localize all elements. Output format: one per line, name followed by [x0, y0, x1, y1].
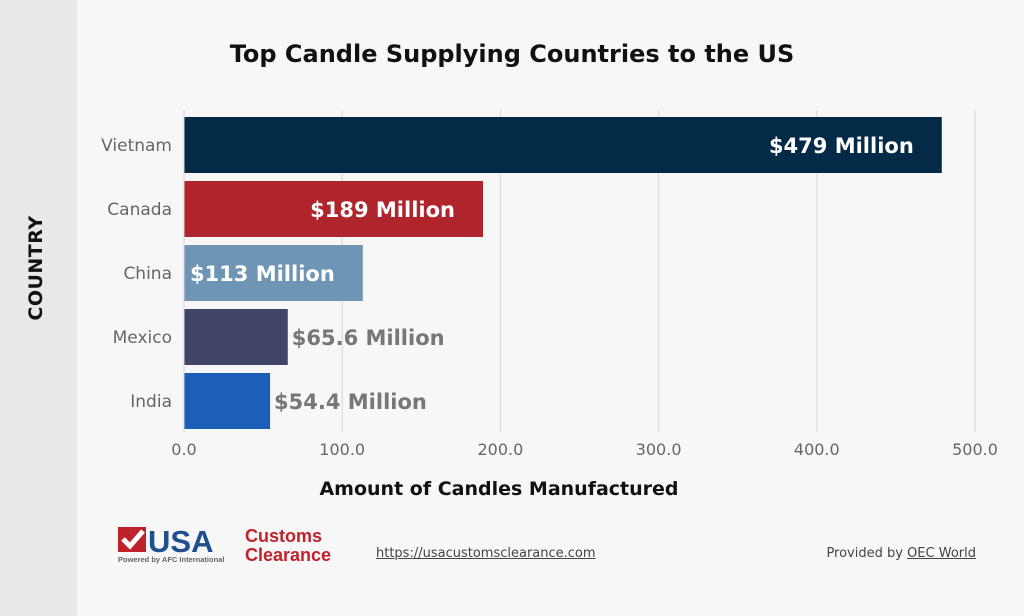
bar-india — [184, 373, 271, 429]
x-tick-label: 200.0 — [477, 440, 523, 459]
svg-text:USA: USA — [148, 524, 213, 559]
y-tick-label: Mexico — [113, 328, 172, 348]
x-tick-label: 0.0 — [171, 440, 196, 459]
data-label: $113 Million — [190, 262, 335, 286]
svg-text:Customs: Customs — [245, 526, 322, 546]
svg-text:Clearance: Clearance — [245, 545, 331, 565]
y-tick-label: Canada — [107, 200, 172, 220]
bar-canada — [184, 181, 483, 237]
provided-by: Provided by OEC World — [826, 546, 976, 561]
oec-world-link[interactable]: OEC World — [907, 546, 976, 561]
bar-mexico — [184, 309, 288, 365]
side-panel — [0, 0, 77, 616]
x-tick-label: 400.0 — [794, 440, 840, 459]
bar-china — [184, 245, 363, 301]
x-tick-label: 100.0 — [319, 440, 365, 459]
x-tick-label: 500.0 — [952, 440, 998, 459]
usa-customs-clearance-logo: USA Powered by AFC International Customs… — [118, 524, 331, 565]
y-tick-label: India — [130, 392, 172, 412]
chart-title: Top Candle Supplying Countries to the US — [229, 40, 795, 68]
y-tick-label: China — [123, 264, 172, 284]
x-axis-label: Amount of Candles Manufactured — [319, 478, 679, 500]
data-label: $479 Million — [769, 134, 914, 158]
y-tick-label: Vietnam — [101, 136, 172, 156]
bar-vietnam — [184, 117, 942, 173]
data-label: $189 Million — [310, 198, 455, 222]
data-label: $65.6 Million — [292, 326, 445, 350]
provided-prefix: Provided by — [826, 546, 908, 561]
x-tick-label: 300.0 — [636, 440, 682, 459]
data-label: $54.4 Million — [274, 390, 427, 414]
website-link[interactable]: https://usacustomsclearance.com — [376, 546, 596, 561]
svg-text:Powered by AFC International: Powered by AFC International — [118, 555, 224, 564]
